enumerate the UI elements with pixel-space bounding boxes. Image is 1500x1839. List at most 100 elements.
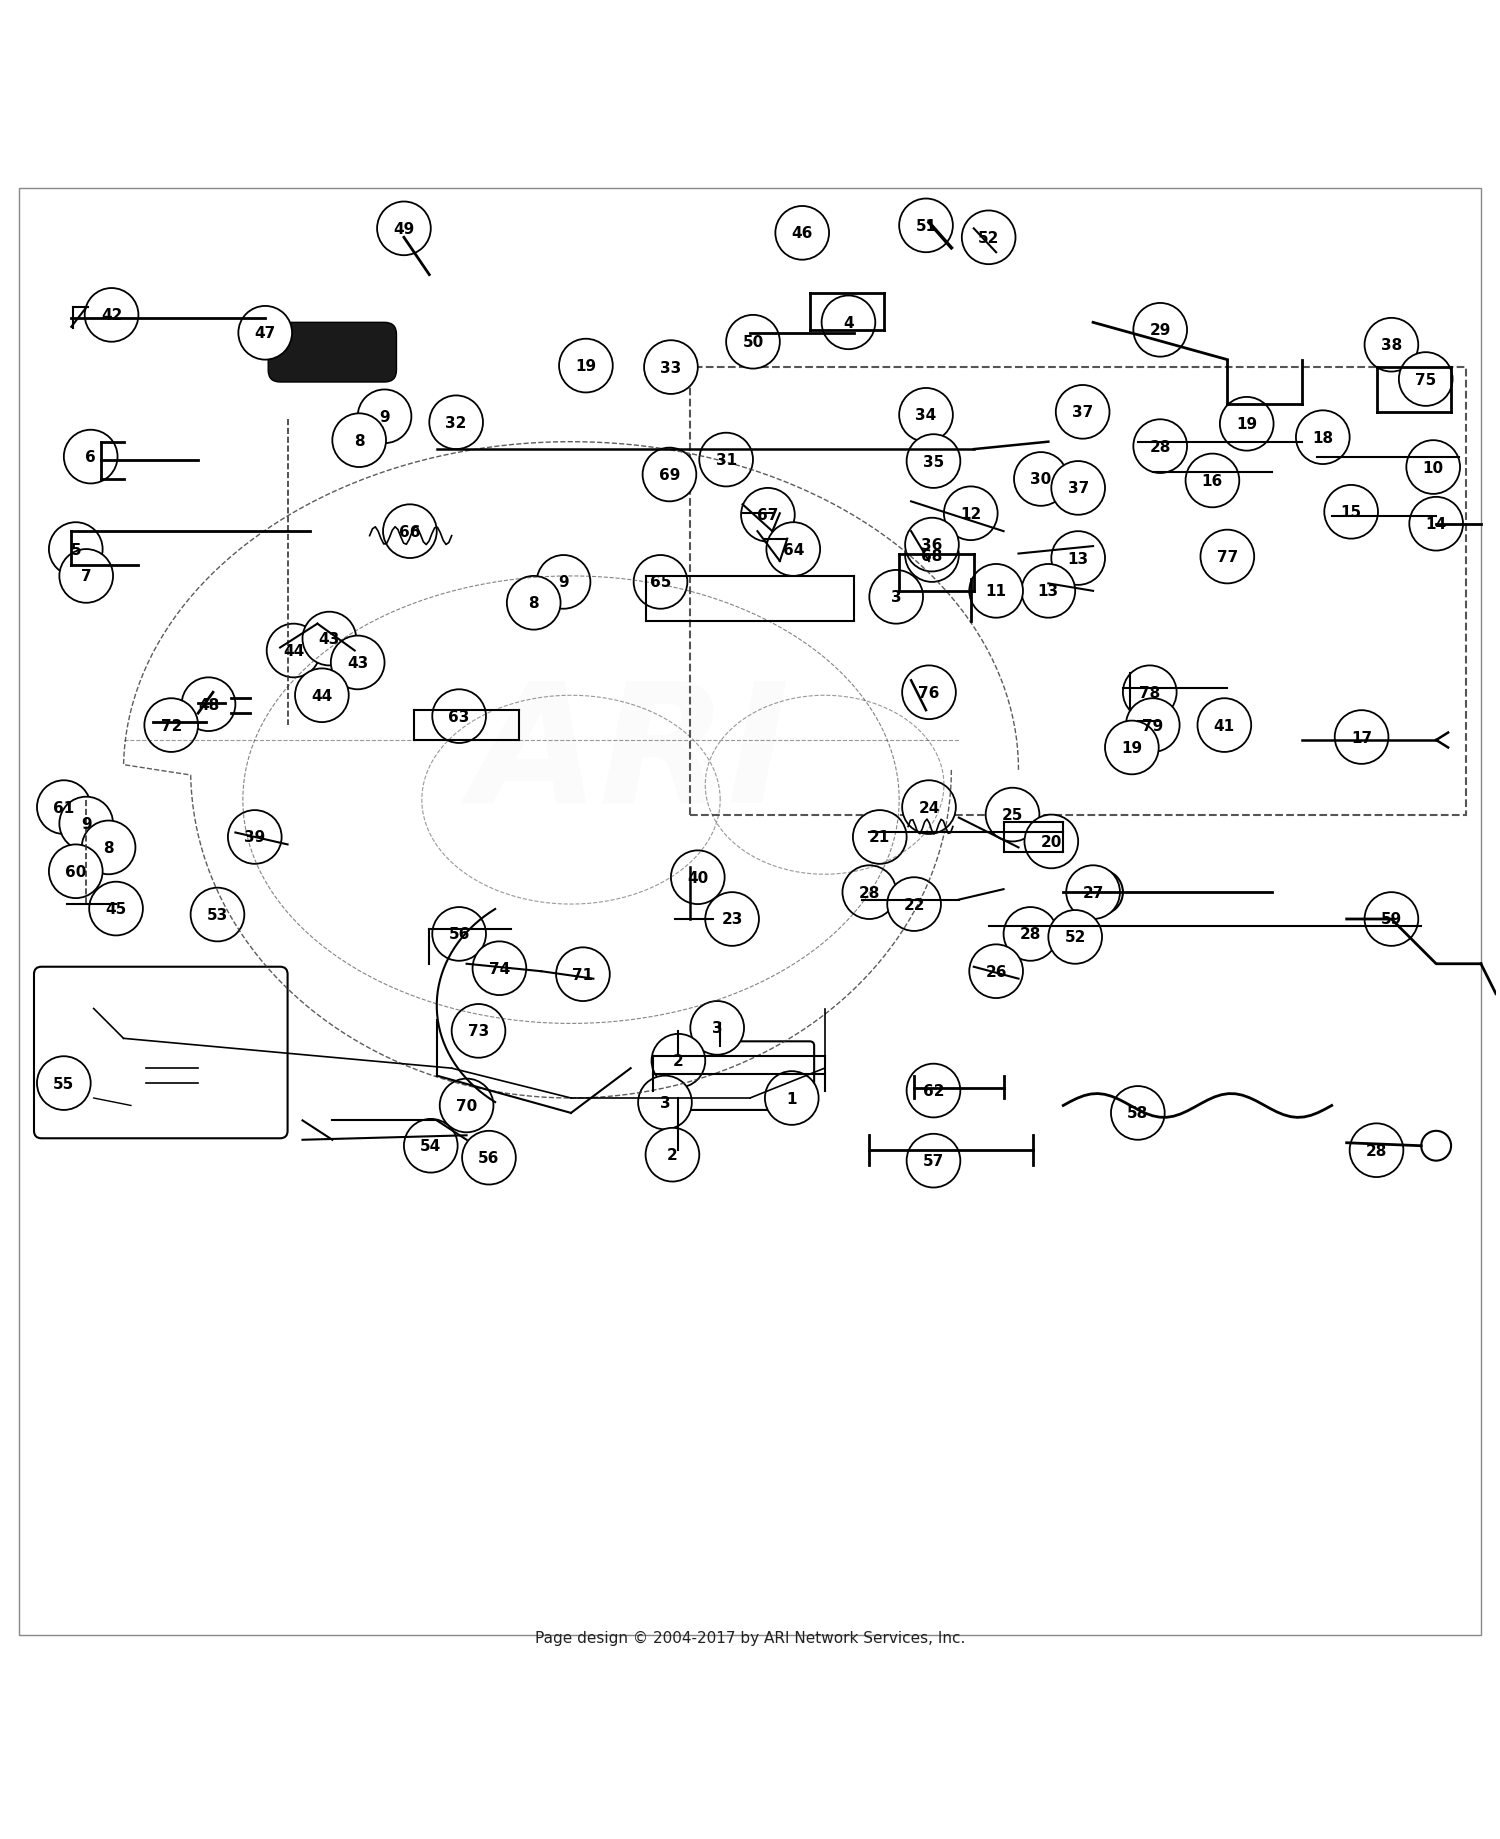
Circle shape [60, 550, 112, 603]
Circle shape [969, 565, 1023, 618]
Circle shape [357, 390, 411, 443]
Circle shape [1365, 892, 1419, 947]
Text: 6: 6 [86, 451, 96, 465]
Text: 21: 21 [868, 829, 891, 844]
Text: 39: 39 [244, 829, 266, 844]
Circle shape [1365, 318, 1419, 371]
Circle shape [88, 883, 142, 936]
Circle shape [296, 669, 348, 723]
Circle shape [651, 1034, 705, 1089]
Text: 49: 49 [393, 223, 414, 237]
Circle shape [1126, 699, 1179, 752]
Text: 9: 9 [81, 817, 92, 831]
Text: 60: 60 [64, 864, 87, 879]
Text: 36: 36 [921, 537, 942, 554]
Circle shape [1112, 1087, 1164, 1140]
Text: 61: 61 [53, 800, 75, 815]
Text: 4: 4 [843, 316, 854, 331]
Circle shape [404, 1120, 457, 1173]
Text: 28: 28 [858, 885, 880, 899]
Circle shape [904, 519, 958, 572]
Text: 44: 44 [312, 688, 333, 702]
Circle shape [333, 414, 386, 467]
Circle shape [870, 570, 922, 623]
Text: 58: 58 [1126, 1105, 1149, 1120]
Circle shape [64, 430, 117, 484]
Circle shape [898, 388, 952, 443]
Circle shape [1106, 721, 1158, 774]
Text: 51: 51 [915, 219, 936, 234]
Text: 8: 8 [104, 840, 114, 855]
Circle shape [1296, 412, 1350, 465]
Text: 25: 25 [1002, 807, 1023, 822]
Circle shape [144, 699, 198, 752]
Circle shape [190, 888, 244, 942]
Circle shape [1335, 712, 1389, 765]
Text: 32: 32 [446, 416, 466, 430]
Text: 1: 1 [786, 1091, 796, 1105]
Circle shape [228, 811, 282, 864]
Text: 44: 44 [284, 644, 304, 658]
Circle shape [1052, 462, 1106, 515]
Text: 56: 56 [478, 1151, 500, 1166]
Circle shape [38, 782, 90, 835]
Circle shape [638, 1076, 692, 1129]
Circle shape [1004, 908, 1058, 962]
Text: 59: 59 [1382, 912, 1402, 927]
Circle shape [1220, 397, 1274, 451]
Text: 9: 9 [558, 576, 568, 590]
Text: 8: 8 [354, 434, 364, 449]
Circle shape [986, 789, 1039, 842]
Circle shape [690, 1002, 744, 1056]
Circle shape [1134, 303, 1186, 357]
Text: 78: 78 [1138, 686, 1161, 701]
Text: 57: 57 [922, 1153, 944, 1168]
Text: 42: 42 [100, 309, 123, 324]
Circle shape [843, 866, 896, 920]
Circle shape [726, 316, 780, 370]
Circle shape [432, 690, 486, 743]
Text: 18: 18 [1312, 430, 1334, 445]
Text: Page design © 2004-2017 by ARI Network Services, Inc.: Page design © 2004-2017 by ARI Network S… [536, 1631, 964, 1646]
Circle shape [81, 820, 135, 875]
Text: 50: 50 [742, 335, 764, 349]
Circle shape [1400, 353, 1452, 406]
Text: 3: 3 [660, 1096, 670, 1111]
Circle shape [38, 1057, 90, 1111]
Circle shape [432, 908, 486, 962]
Circle shape [267, 623, 321, 679]
Circle shape [962, 211, 1016, 265]
Text: 75: 75 [1414, 371, 1437, 388]
Text: 14: 14 [1425, 517, 1446, 531]
Text: 52: 52 [1065, 931, 1086, 945]
Text: 28: 28 [1149, 440, 1172, 454]
Text: 71: 71 [573, 967, 594, 982]
Circle shape [906, 1065, 960, 1118]
Text: 5: 5 [70, 543, 81, 557]
Text: 40: 40 [687, 870, 708, 885]
Text: 24: 24 [918, 800, 939, 815]
Text: 10: 10 [1422, 460, 1443, 474]
Text: 41: 41 [1214, 719, 1234, 734]
Text: 68: 68 [921, 548, 942, 563]
Circle shape [1022, 565, 1076, 618]
Circle shape [507, 577, 561, 631]
Circle shape [969, 945, 1023, 999]
Text: 74: 74 [489, 962, 510, 977]
Circle shape [1407, 441, 1460, 495]
Circle shape [382, 506, 436, 559]
Circle shape [699, 434, 753, 487]
Text: 11: 11 [986, 585, 1006, 600]
Circle shape [238, 307, 292, 360]
Text: 56: 56 [448, 927, 470, 942]
FancyBboxPatch shape [678, 1041, 814, 1111]
Text: 29: 29 [1149, 324, 1172, 338]
Text: 8: 8 [528, 596, 538, 611]
Text: 46: 46 [792, 226, 813, 241]
Text: 19: 19 [1236, 417, 1257, 432]
Circle shape [1410, 498, 1462, 552]
Circle shape [50, 522, 102, 577]
Text: 37: 37 [1072, 405, 1094, 419]
Text: 16: 16 [1202, 474, 1222, 489]
Circle shape [84, 289, 138, 342]
